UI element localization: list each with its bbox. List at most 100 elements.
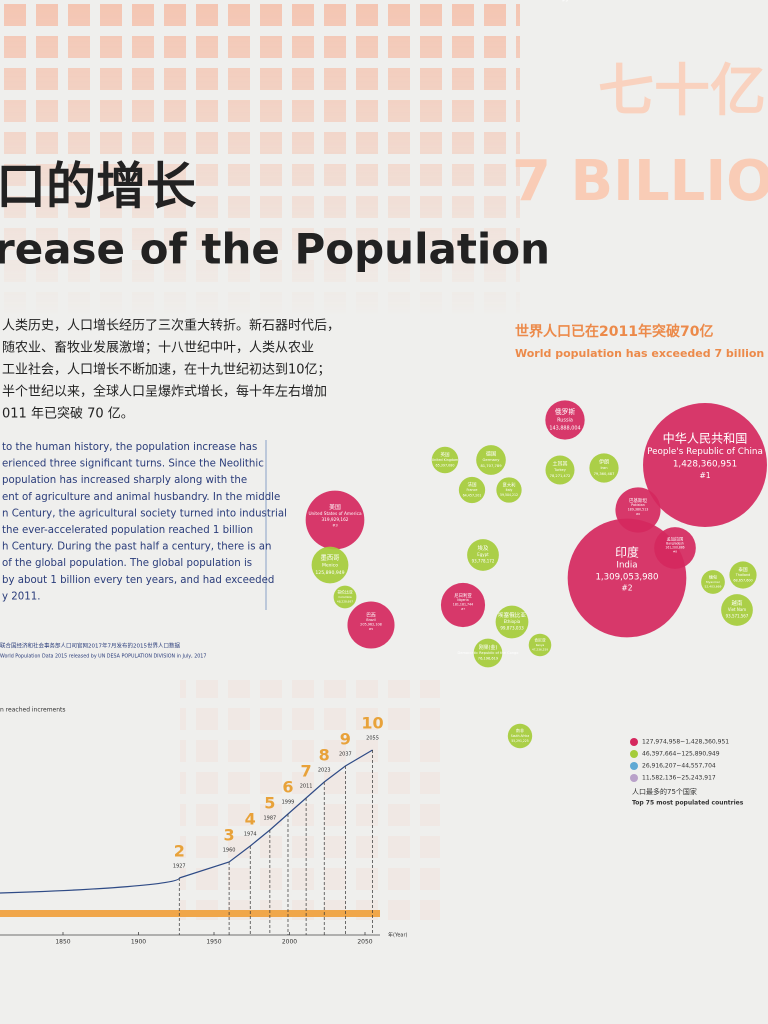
country-bubble <box>589 453 619 483</box>
country-cn: 越南 <box>732 599 743 607</box>
country-rank: #5 <box>369 627 374 631</box>
intro-cn-line: 随农业、畜牧业发展激增；十八世纪中叶，人类从农业 <box>2 340 314 356</box>
country-bubble <box>496 477 522 503</box>
country-cn: 印度 <box>615 546 639 560</box>
country-rank: #6 <box>636 512 640 516</box>
country-en: Pakistan <box>631 503 645 507</box>
country-rank: #2 <box>621 584 632 593</box>
country-cn: 中华人民共和国 <box>663 430 748 445</box>
country-cn: 墨西哥 <box>321 554 340 562</box>
country-bubble <box>311 546 349 584</box>
country-bubble <box>305 490 365 550</box>
country-pop: 93,778,172 <box>472 558 495 563</box>
milestone-billion: 7 <box>301 762 312 781</box>
legend-dot <box>630 762 638 770</box>
intro-cn-line: 工业社会，人口增长不断加速，在十九世纪初达到10亿； <box>2 362 331 378</box>
country-bubble <box>440 582 486 628</box>
intro-en-line: of the global population. The global pop… <box>2 558 252 569</box>
milestone-year: 2037 <box>339 752 352 758</box>
milestone-billion: 10 <box>361 714 383 733</box>
legend-label: 26,916,207~44,557,704 <box>642 763 716 770</box>
square-pattern <box>0 0 520 320</box>
country-pop: 78,271,472 <box>550 474 571 478</box>
title-en: rease of the Population <box>0 225 550 274</box>
legend-label: 127,974,958~1,428,360,951 <box>642 739 729 746</box>
milestone-year: 1927 <box>173 864 186 870</box>
country-en: Bangladesh <box>666 541 684 545</box>
x-tick-label: 2050 <box>357 939 372 946</box>
x-tick-label: 1850 <box>55 939 70 946</box>
country-pop: 99,873,033 <box>500 626 524 631</box>
country-pop: 1,428,360,951 <box>673 459 737 469</box>
country-en: France <box>467 488 478 492</box>
country-rank: #7 <box>461 607 465 611</box>
legend-title-cn: 人口最多的75个国家 <box>632 787 697 796</box>
legend-label: 11,582,136~25,243,917 <box>642 775 716 782</box>
country-pop: 47,236,259 <box>532 648 548 652</box>
intro-en-line: h Century. During the past half a centur… <box>2 542 271 553</box>
legend-label: 46,397,664~125,890,949 <box>642 751 720 758</box>
country-cn: 美国 <box>329 503 341 511</box>
country-bubble <box>347 601 395 649</box>
country-pop: 205,962,108 <box>360 623 382 627</box>
intro-en-line: ent of agriculture and animal husbandry.… <box>2 492 280 503</box>
milestone-year: 1960 <box>223 848 236 854</box>
milestone-year: 2023 <box>318 768 331 774</box>
curve-lead <box>0 877 180 894</box>
country-bubble <box>654 527 696 569</box>
country-pop: 93,571,567 <box>726 613 749 618</box>
country-en: Russia <box>557 418 573 424</box>
x-tick-label: 2000 <box>282 939 297 946</box>
country-en: Italy <box>506 488 513 492</box>
country-pop: 81,707,789 <box>480 464 502 468</box>
country-cn: 巴基斯坦 <box>629 497 647 504</box>
country-pop: 319,929,162 <box>321 517 348 523</box>
country-pop: 65,397,080 <box>436 463 455 467</box>
country-en: Germany <box>483 458 501 462</box>
legend-title-en: Top 75 most populated countries <box>632 800 744 807</box>
country-pop: 1,309,053,980 <box>595 572 658 582</box>
country-pop: 52,403,669 <box>705 585 722 589</box>
country-en: Iran <box>600 466 607 470</box>
country-en: Nigeria <box>457 598 468 602</box>
milestone-billion: 5 <box>264 794 275 813</box>
country-rank: #1 <box>699 471 710 480</box>
country-pop: 189,380,513 <box>628 508 649 512</box>
country-pop: 125,890,949 <box>315 570 344 576</box>
milestone-billion: 2 <box>174 842 185 861</box>
milestone-year: 1974 <box>244 832 257 838</box>
intro-en-line: the ever-accelerated population reached … <box>2 525 253 536</box>
intro-en-line: erienced three significant turns. Since … <box>2 459 264 470</box>
milestone-billion: 4 <box>245 810 256 829</box>
intro-en-line: y 2011. <box>2 591 40 602</box>
country-cn: 缅甸 <box>709 573 717 579</box>
country-cn: 哥伦比亚 <box>337 589 353 594</box>
country-rank: #3 <box>332 523 338 527</box>
intro-en-line: by about 1 billion every ten years, and … <box>2 575 274 586</box>
milestone-billion: 9 <box>340 730 351 749</box>
bg-en: 7 BILLIO <box>512 149 768 214</box>
milestone-billion: 6 <box>282 778 293 797</box>
milestone-billion: 3 <box>224 826 235 845</box>
country-en: Kenya <box>536 643 545 647</box>
country-en: United Kingdom <box>432 458 458 462</box>
country-cn: 尼日利亚 <box>454 592 472 599</box>
source-line: 联合国经济和社会事务部人口司官网2017年7月发布的2015世界人口数据 <box>0 642 180 650</box>
country-rank: #8 <box>673 550 677 554</box>
country-cn: 孟加拉国 <box>667 535 684 541</box>
country-cn: 法国 <box>467 481 477 488</box>
country-pop: 76,196,619 <box>478 657 499 661</box>
country-bubble <box>545 455 575 485</box>
country-bubble <box>495 605 529 639</box>
country-pop: 161,200,886 <box>665 546 684 550</box>
country-en: Egypt <box>477 552 489 557</box>
country-en: Myanmar <box>706 580 721 584</box>
country-cn: 南非 <box>516 727 524 734</box>
country-pop: 55,291,225 <box>511 739 528 743</box>
country-cn: 英国 <box>440 451 450 458</box>
intro-cn-line: 人类历史，人口增长经历了三次重大转折。新石器时代后， <box>2 318 340 334</box>
country-en: South Africa <box>511 734 530 738</box>
country-cn: 巴西 <box>366 613 376 619</box>
country-bubble <box>507 723 533 749</box>
